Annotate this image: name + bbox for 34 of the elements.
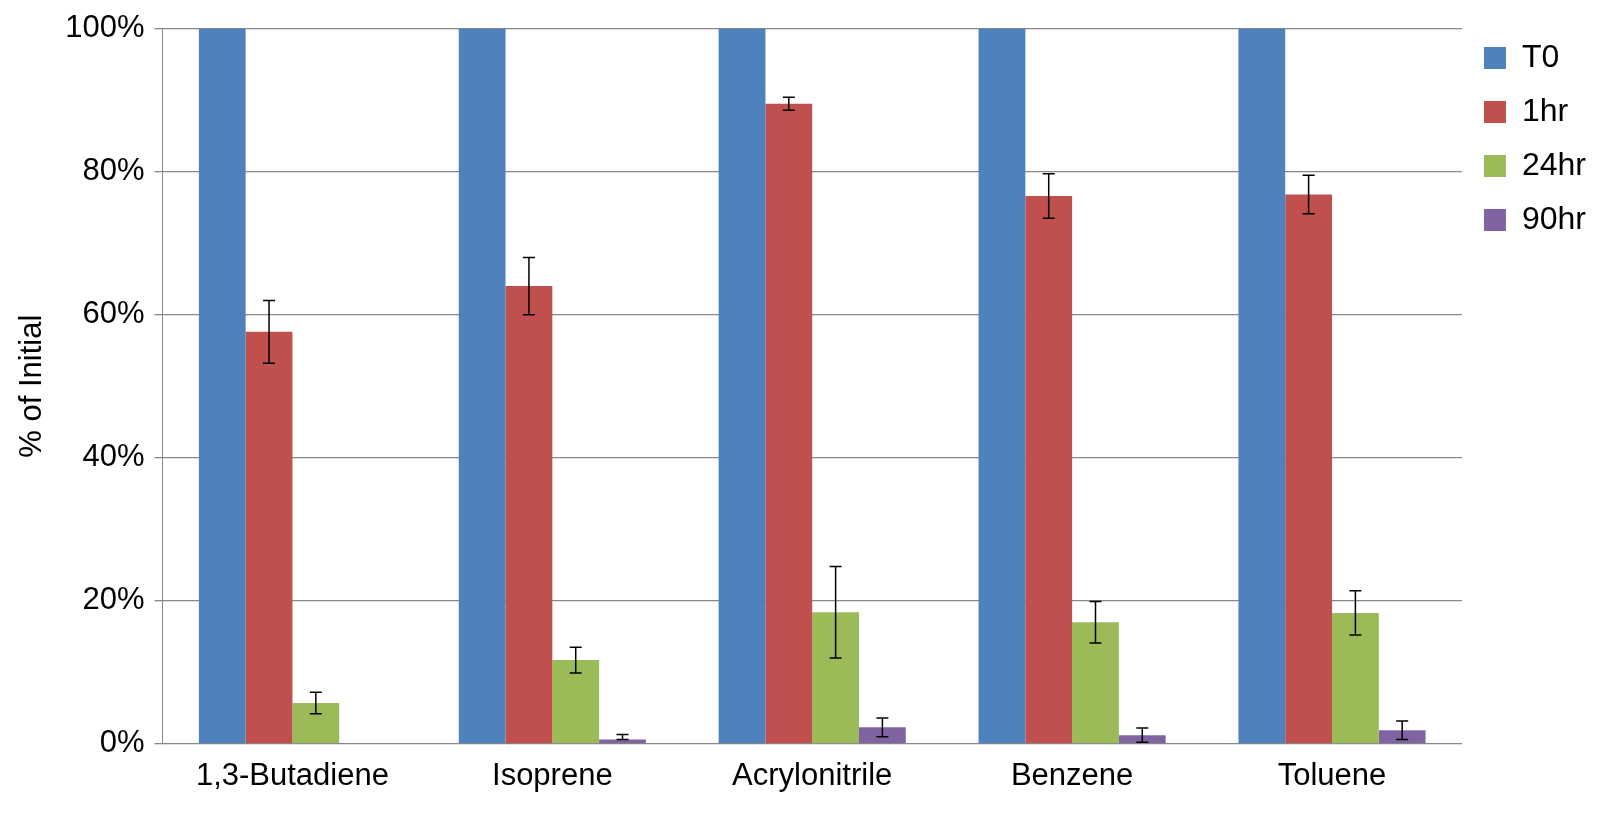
bar [1072, 622, 1119, 744]
y-axis-title: % of Initial [13, 314, 49, 458]
y-tick-label: 0% [99, 724, 145, 760]
legend-label: 1hr [1521, 91, 1569, 128]
bar [859, 727, 906, 744]
x-tick-label: Isoprene [492, 756, 613, 792]
y-tick-label: 60% [82, 295, 145, 331]
bar [1332, 612, 1379, 744]
y-tick-label: 80% [82, 152, 145, 188]
legend-label: 24hr [1521, 145, 1587, 182]
bar [765, 103, 813, 744]
legend-label: T0 [1521, 37, 1560, 74]
y-tick-label: 40% [82, 438, 145, 474]
bar [1378, 730, 1426, 744]
bar [1025, 195, 1073, 744]
bar [292, 703, 340, 744]
x-tick-label: Toluene [1277, 756, 1387, 792]
x-tick-label: 1,3-Butadiene [195, 756, 389, 792]
bar [1118, 735, 1166, 744]
bar [505, 286, 553, 744]
y-tick-label: 100% [65, 9, 145, 45]
bar [978, 28, 1026, 744]
legend-label: 90hr [1521, 199, 1587, 236]
y-tick-label: 20% [82, 581, 145, 617]
bar [812, 612, 859, 744]
x-tick-label: Acrylonitrile [732, 756, 893, 792]
bar [1238, 28, 1286, 744]
bar [718, 28, 766, 744]
x-tick-label: Benzene [1010, 756, 1134, 792]
bar [245, 331, 293, 744]
bar [552, 660, 600, 744]
bar [458, 28, 506, 744]
bar [198, 28, 246, 744]
bar [1285, 194, 1333, 744]
